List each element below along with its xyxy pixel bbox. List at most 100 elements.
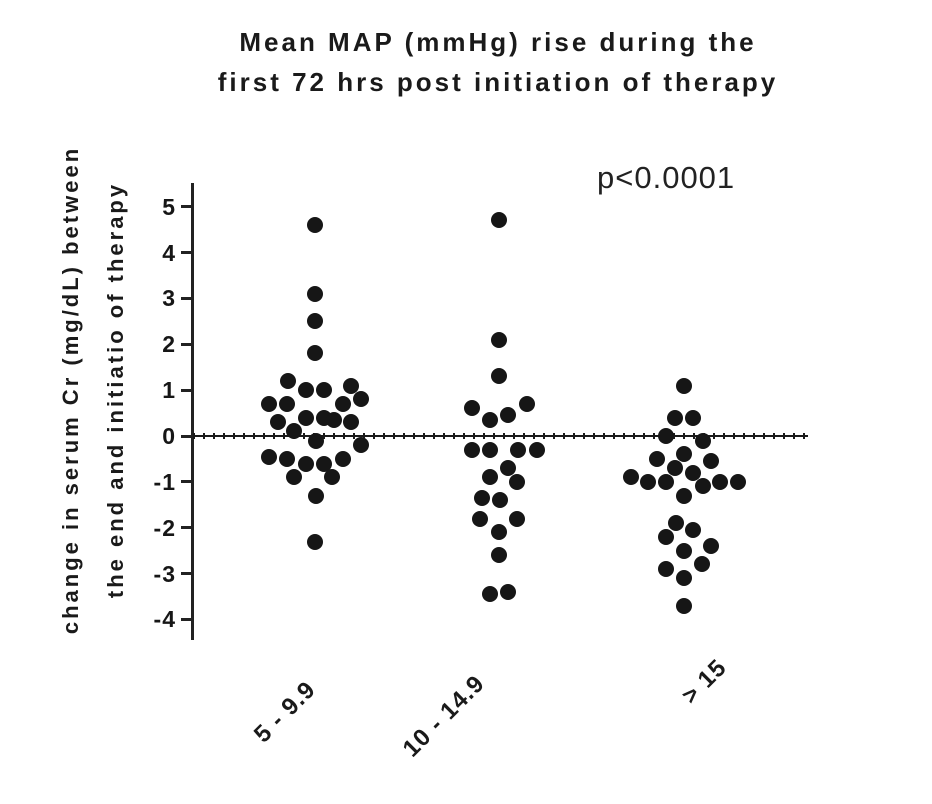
data-point (712, 473, 728, 490)
data-point (658, 428, 674, 444)
data-point (482, 411, 498, 428)
y-axis-tick-mark (181, 205, 193, 209)
data-point (261, 448, 277, 465)
y-axis-tick-label: -4 (153, 606, 176, 633)
data-point (703, 453, 719, 470)
data-point (261, 395, 277, 412)
y-axis-tick-label: 2 (162, 331, 176, 358)
y-axis-tick-mark (181, 388, 193, 392)
x-axis-category-label: > 15 (676, 654, 733, 710)
data-point (668, 515, 684, 532)
data-point (343, 377, 359, 394)
data-point (658, 561, 674, 578)
data-point (286, 469, 302, 486)
data-point (658, 528, 674, 545)
data-point (482, 586, 498, 603)
data-point (280, 372, 296, 389)
data-point (307, 313, 323, 330)
data-point (482, 469, 498, 486)
data-point (307, 216, 323, 233)
data-point (676, 377, 692, 394)
data-point (676, 597, 692, 614)
y-axis-tick-mark (181, 617, 193, 621)
data-point (308, 432, 324, 449)
zero-reference-line (193, 435, 808, 437)
data-point (286, 423, 302, 440)
y-axis-tick-mark (181, 480, 193, 484)
data-point (510, 441, 526, 458)
x-axis-category-label: 10 - 14.9 (397, 670, 491, 763)
data-point (685, 522, 701, 539)
data-point (316, 382, 332, 399)
data-point (308, 487, 324, 504)
y-axis-tick-mark (181, 296, 193, 300)
data-point (335, 450, 351, 467)
data-point (353, 437, 369, 454)
data-point (316, 455, 332, 472)
data-point (509, 510, 525, 527)
data-point (685, 464, 701, 481)
data-point (649, 450, 665, 467)
p-value-annotation: p<0.0001 (597, 160, 736, 195)
y-axis-tick-label: 3 (162, 285, 176, 312)
data-point (500, 407, 516, 424)
data-point (298, 455, 314, 472)
data-point (676, 570, 692, 587)
data-point (307, 345, 323, 362)
y-axis-tick-label: -2 (153, 514, 176, 541)
y-axis-tick-label: -1 (153, 468, 176, 495)
data-point (474, 489, 490, 506)
data-point (491, 524, 507, 541)
chart-title-line2: first 72 hrs post initiation of therapy (217, 67, 779, 97)
data-point (694, 556, 710, 573)
data-point (676, 446, 692, 463)
data-point (482, 441, 498, 458)
data-point (730, 473, 746, 490)
data-point (695, 478, 711, 495)
data-point (472, 510, 488, 527)
data-point (270, 414, 286, 431)
data-point (519, 395, 535, 412)
data-point (703, 538, 719, 555)
y-axis-tick-label: 0 (162, 423, 176, 449)
data-point (464, 400, 480, 417)
chart-title: Mean MAP (mmHg) rise during the first 72… (160, 22, 836, 102)
data-point (307, 285, 323, 302)
data-point (500, 583, 516, 600)
y-axis-tick-mark (181, 434, 193, 438)
x-axis-category-label: 5 - 9.9 (248, 676, 322, 749)
y-axis-tick-label: 5 (162, 193, 176, 220)
chart-title-line1: Mean MAP (mmHg) rise during the (239, 27, 757, 57)
data-point (676, 487, 692, 504)
data-point (685, 409, 701, 426)
data-point (500, 460, 516, 477)
data-point (676, 542, 692, 559)
data-point (491, 331, 507, 348)
data-point (491, 212, 507, 229)
data-point (492, 492, 508, 509)
y-axis-tick-mark (181, 342, 193, 346)
y-axis-tick-mark (181, 526, 193, 530)
y-axis-tick-label: -3 (153, 560, 176, 587)
data-point (623, 469, 639, 486)
y-axis-tick-label: 1 (162, 377, 176, 404)
data-point (279, 450, 295, 467)
data-point (667, 460, 683, 477)
data-point (298, 409, 314, 426)
data-point (491, 368, 507, 385)
y-axis-tick-mark (181, 251, 193, 255)
data-point (298, 382, 314, 399)
data-point (509, 473, 525, 490)
data-point (640, 473, 656, 490)
data-point (279, 395, 295, 412)
data-point (667, 409, 683, 426)
data-point (343, 414, 359, 431)
data-point (695, 432, 711, 449)
y-axis-tick-mark (181, 572, 193, 576)
data-point (658, 473, 674, 490)
data-point (529, 441, 545, 458)
y-axis-line (191, 183, 194, 640)
data-point (464, 441, 480, 458)
data-point (491, 547, 507, 564)
